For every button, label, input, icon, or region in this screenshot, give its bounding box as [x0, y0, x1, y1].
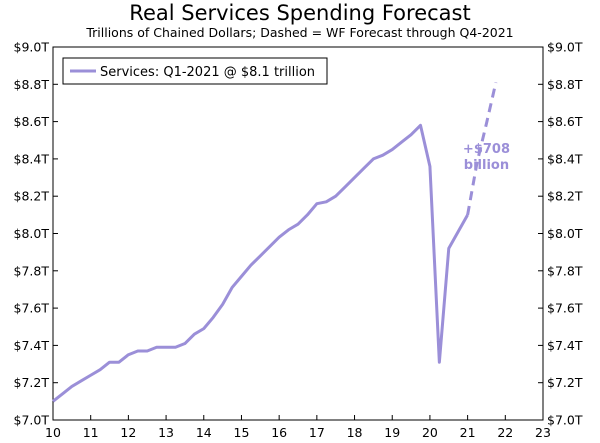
y-tick-label-right-78: $7.8T — [547, 263, 583, 278]
x-tick-label-15: 15 — [234, 425, 250, 440]
y-tick-label-right-70: $7.0T — [547, 413, 583, 428]
y-tick-label-left-80: $8.0T — [14, 226, 50, 241]
x-tick-label-21: 21 — [460, 425, 476, 440]
legend: Services: Q1-2021 @ $8.1 trillion — [62, 57, 328, 85]
y-tick-label-left-88: $8.8T — [14, 77, 50, 92]
y-tick-label-right-90: $9.0T — [547, 40, 583, 55]
x-tick-label-22: 22 — [497, 425, 513, 440]
plot-area-frame — [52, 46, 544, 421]
y-tick-label-right-72: $7.2T — [547, 375, 583, 390]
y-axis-right: $7.0T $7.2T $7.4T $7.6T $7.8T $8.0T $8.2T $8.4T… — [538, 40, 583, 428]
y-tick-label-left-70: $7.0T — [14, 413, 50, 428]
y-axis-left: $7.0T $7.2T $7.4T $7.6T $7.8T $8.0T $8.2T $8.4T… — [14, 40, 58, 428]
x-tick-label-19: 19 — [384, 425, 400, 440]
y-tick-label-right-80: $8.0T — [547, 226, 583, 241]
x-tick-label-14: 14 — [196, 425, 212, 440]
annotation-forecast-gain: +$708 — [463, 142, 510, 157]
legend-box — [62, 57, 328, 85]
x-tick-label-18: 18 — [347, 425, 363, 440]
y-tick-label-right-74: $7.4T — [547, 338, 583, 353]
x-tick-label-23: 23 — [535, 425, 551, 440]
x-tick-label-10: 10 — [45, 425, 61, 440]
y-tick-label-right-84: $8.4T — [547, 151, 583, 166]
y-tick-label-left-78: $7.8T — [14, 263, 50, 278]
chart-title: Real Services Spending Forecast — [129, 1, 470, 25]
x-tick-label-12: 12 — [120, 425, 136, 440]
x-tick-label-13: 13 — [158, 425, 174, 440]
x-tick-label-16: 16 — [271, 425, 287, 440]
annotation-forecast-unit: billion — [464, 158, 509, 173]
chart-subtitle: Trillions of Chained Dollars; Dashed = W… — [85, 25, 513, 40]
annotation-layer: +$708 billion — [463, 142, 510, 173]
series-layer — [52, 82, 498, 403]
y-tick-label-right-76: $7.6T — [547, 301, 583, 316]
legend-label-services: Services: Q1-2021 @ $8.1 trillion — [100, 65, 315, 80]
y-tick-label-right-86: $8.6T — [547, 114, 583, 129]
x-axis: 10 11 12 13 14 15 16 17 18 19 20 21 22 23 — [45, 415, 551, 440]
y-tick-label-left-74: $7.4T — [14, 338, 50, 353]
y-tick-label-right-82: $8.2T — [547, 189, 583, 204]
y-tick-label-left-84: $8.4T — [14, 151, 50, 166]
y-tick-label-left-76: $7.6T — [14, 301, 50, 316]
y-tick-label-left-86: $8.6T — [14, 114, 50, 129]
x-tick-label-11: 11 — [83, 425, 99, 440]
y-tick-label-right-88: $8.8T — [547, 77, 583, 92]
series-line-services — [52, 123, 469, 403]
y-tick-label-left-72: $7.2T — [14, 375, 50, 390]
y-tick-label-left-82: $8.2T — [14, 189, 50, 204]
x-tick-label-17: 17 — [309, 425, 325, 440]
y-tick-label-left-90: $9.0T — [14, 40, 50, 55]
x-tick-label-20: 20 — [422, 425, 438, 440]
